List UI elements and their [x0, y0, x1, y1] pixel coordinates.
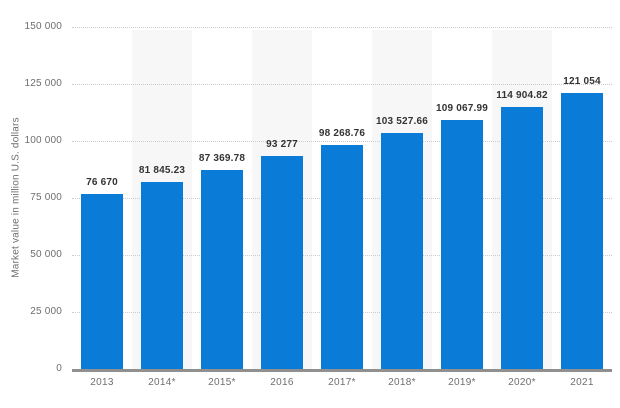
- y-tick-label: 100 000: [24, 135, 62, 146]
- gridline: [72, 27, 612, 28]
- bar-value-label: 87 369.78: [198, 152, 246, 164]
- bar[interactable]: [501, 107, 543, 369]
- x-tick-label: 2016: [270, 377, 294, 388]
- bar[interactable]: [201, 169, 243, 369]
- bar[interactable]: [141, 182, 183, 369]
- bar[interactable]: [561, 92, 603, 369]
- y-tick-label: 150 000: [24, 21, 62, 32]
- bar-value-label: 114 904.82: [496, 90, 548, 102]
- y-tick-label: 25 000: [30, 306, 62, 317]
- gridline: [72, 141, 612, 142]
- y-tick-label: 125 000: [24, 78, 62, 89]
- y-tick-label: 75 000: [30, 192, 62, 203]
- bar[interactable]: [321, 144, 363, 369]
- x-tick-label: 2021: [570, 377, 594, 388]
- x-tick-label: 2017*: [328, 377, 356, 388]
- bar[interactable]: [441, 120, 483, 369]
- x-tick-label: 2014*: [148, 377, 176, 388]
- bar-value-label: 76 670: [86, 177, 118, 189]
- x-tick-label: 2018*: [388, 377, 416, 388]
- bar-value-label: 103 527.66: [375, 115, 429, 127]
- bar-value-label: 81 845.23: [138, 165, 186, 177]
- bar[interactable]: [381, 132, 423, 369]
- x-tick-label: 2015*: [208, 377, 236, 388]
- gridline: [72, 84, 612, 85]
- x-axis-line: [72, 369, 612, 372]
- bar[interactable]: [261, 156, 303, 369]
- bar-value-label: 109 067.99: [435, 103, 489, 115]
- y-tick-label: 50 000: [30, 249, 62, 260]
- bar-value-label: 98 268.76: [318, 127, 366, 139]
- bar[interactable]: [81, 194, 123, 369]
- x-tick-label: 2013: [90, 377, 114, 388]
- x-tick-label: 2020*: [508, 377, 536, 388]
- bar-value-label: 93 277: [266, 139, 298, 151]
- bar-value-label: 121 054: [563, 75, 601, 87]
- y-tick-label: 0: [56, 363, 62, 374]
- x-tick-label: 2019*: [448, 377, 476, 388]
